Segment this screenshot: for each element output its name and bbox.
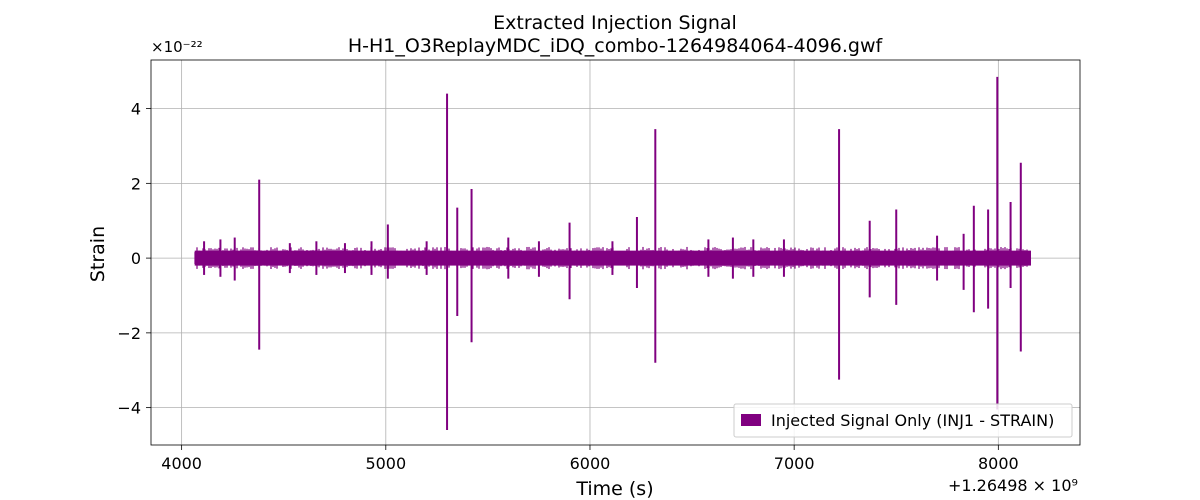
signal-noise xyxy=(194,246,1030,270)
legend-swatch xyxy=(741,414,761,426)
x-tick-label: 7000 xyxy=(774,454,815,473)
axis-ticks: 4000 5000 6000 7000 8000 −4 −2 0 2 4 xyxy=(117,100,1018,473)
y-tick-label: 2 xyxy=(131,174,141,193)
x-offset-label: +1.26498 × 10⁹ xyxy=(948,476,1078,495)
x-axis-label: Time (s) xyxy=(575,478,653,500)
plot-area xyxy=(194,76,1031,431)
x-tick-label: 6000 xyxy=(570,454,611,473)
legend-label: Injected Signal Only (INJ1 - STRAIN) xyxy=(771,411,1054,430)
plot-frame xyxy=(150,59,1081,446)
legend-box xyxy=(733,403,1073,438)
y-tick-label: −2 xyxy=(117,324,141,343)
x-tick-label: 8000 xyxy=(978,454,1019,473)
chart-subtitle: H-H1_O3ReplayMDC_iDQ_combo-1264984064-40… xyxy=(347,35,883,57)
legend: Injected Signal Only (INJ1 - STRAIN) xyxy=(733,403,1073,438)
y-tick-label: 0 xyxy=(131,249,141,268)
y-tick-label: 4 xyxy=(131,100,141,119)
y-exponent-label: ×10⁻²² xyxy=(151,38,203,56)
y-tick-label: −4 xyxy=(117,399,141,418)
x-tick-label: 4000 xyxy=(161,454,202,473)
y-axis-label: Strain xyxy=(87,226,109,282)
x-tick-label: 5000 xyxy=(365,454,406,473)
chart-title: Extracted Injection Signal xyxy=(493,12,737,34)
